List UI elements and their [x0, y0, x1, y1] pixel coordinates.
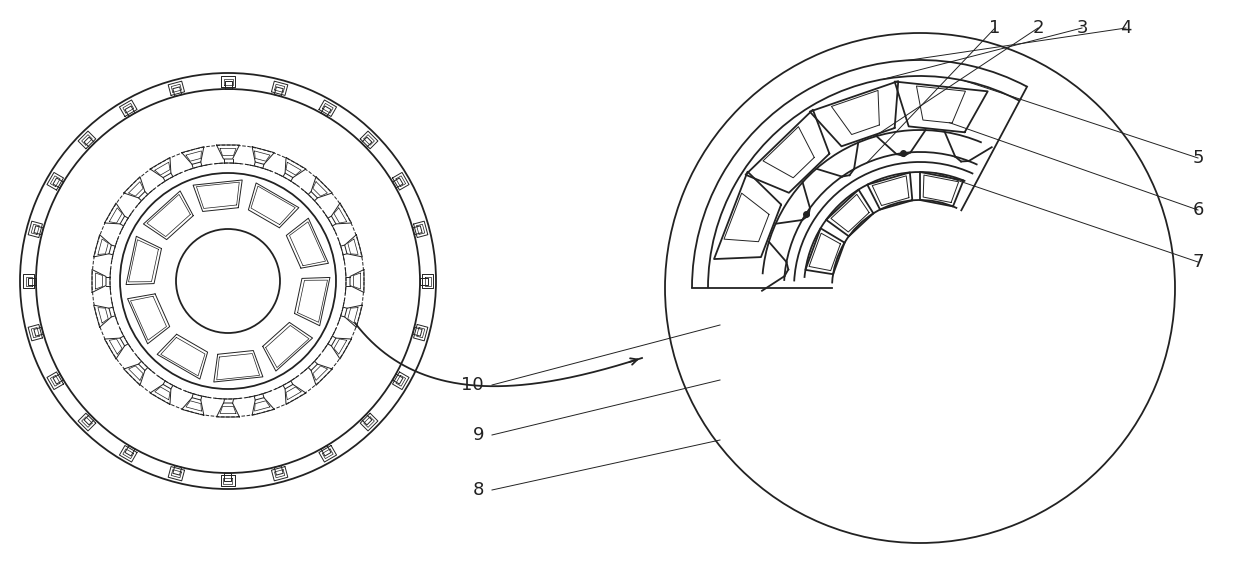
Text: 3: 3 — [1076, 19, 1087, 37]
Text: 9: 9 — [472, 426, 484, 444]
Text: 1: 1 — [990, 19, 1001, 37]
Text: 8: 8 — [472, 481, 484, 499]
Text: 2: 2 — [1032, 19, 1044, 37]
Text: 6: 6 — [1193, 201, 1204, 219]
Text: 10: 10 — [461, 376, 484, 394]
Text: 4: 4 — [1120, 19, 1132, 37]
Text: 5: 5 — [1192, 149, 1204, 167]
Text: 7: 7 — [1192, 253, 1204, 271]
